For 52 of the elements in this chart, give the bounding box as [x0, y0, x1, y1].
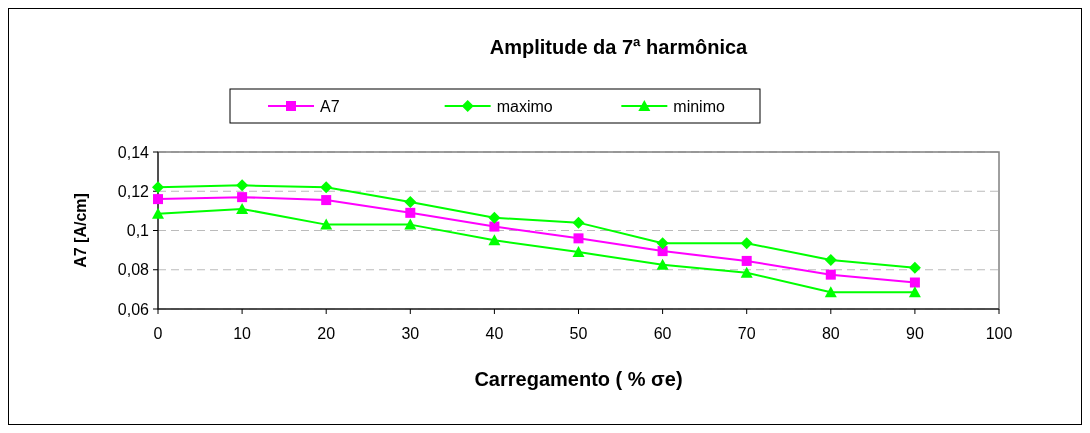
point: [488, 211, 501, 224]
point: [320, 218, 333, 230]
point: [153, 194, 163, 205]
y-tick-label: 0,1: [126, 222, 150, 240]
point: [152, 181, 164, 194]
chart-title: Amplitude da 7ª harmônica: [489, 36, 749, 58]
point: [572, 216, 585, 229]
point: [489, 221, 500, 232]
point: [824, 253, 837, 266]
point: [236, 202, 249, 214]
x-tick-label: 80: [821, 325, 840, 342]
point: [825, 269, 836, 280]
x-tick-label: 70: [737, 325, 756, 342]
x-tick-label: 100: [985, 325, 1013, 342]
point: [320, 181, 333, 194]
point: [740, 237, 753, 250]
legend-label: A7: [320, 97, 340, 115]
x-tick-label: 10: [233, 325, 252, 342]
y-tick-label: 0,12: [117, 182, 150, 200]
x-tick-label: 30: [401, 325, 420, 342]
x-tick-label: 40: [485, 325, 504, 342]
point: [152, 207, 164, 219]
x-tick-label: 50: [569, 325, 588, 342]
point: [404, 196, 417, 209]
point: [404, 218, 417, 230]
y-axis-title: A7 [A/cm]: [72, 193, 89, 268]
legend-label: maximo: [496, 97, 553, 115]
point: [824, 286, 837, 298]
point: [656, 258, 669, 270]
x-tick-label: 90: [906, 325, 924, 342]
x-tick-label: 60: [653, 325, 672, 342]
y-tick-label: 0,14: [117, 143, 150, 161]
point: [908, 261, 921, 274]
x-tick-label: 20: [317, 325, 336, 342]
point: [237, 192, 248, 203]
point: [573, 233, 584, 244]
point: [908, 286, 921, 298]
point: [405, 207, 416, 218]
y-tick-label: 0,06: [117, 300, 150, 318]
point: [488, 234, 501, 246]
point: [236, 179, 249, 192]
point: [657, 246, 668, 257]
x-tick-label: 0: [153, 325, 163, 342]
point: [909, 277, 920, 288]
point: [656, 237, 669, 250]
point: [572, 246, 585, 258]
y-tick-label: 0,08: [117, 261, 150, 279]
point: [321, 195, 332, 206]
point: [741, 255, 752, 266]
legend-label: minimo: [673, 97, 725, 115]
point: [740, 266, 753, 278]
x-axis-title: Carregamento ( % σe): [474, 368, 683, 390]
